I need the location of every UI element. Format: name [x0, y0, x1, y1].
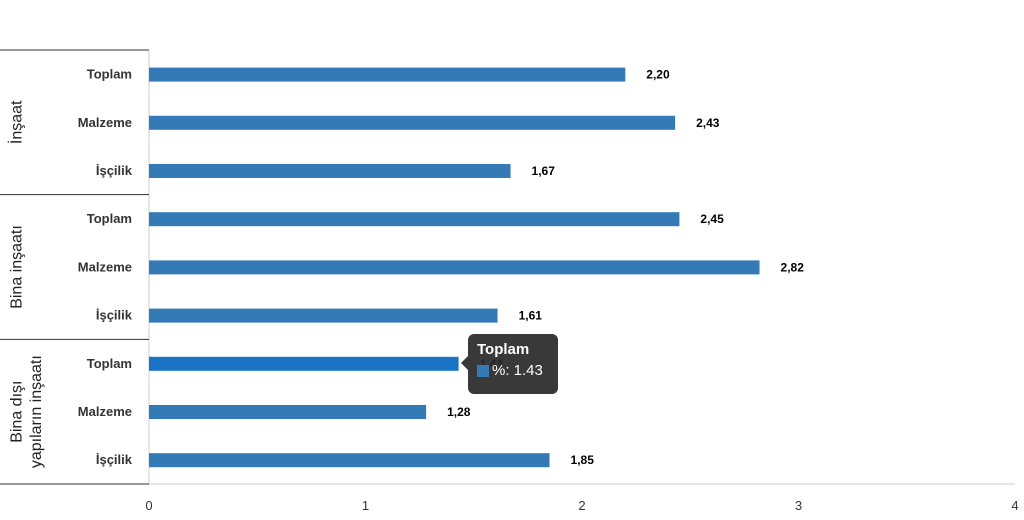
- tooltip-row: %: 1.43: [477, 362, 549, 379]
- bar: [149, 212, 680, 227]
- data-label: 2,43: [696, 116, 720, 130]
- tooltip-value: %: 1.43: [492, 362, 543, 379]
- bar: [149, 308, 498, 323]
- category-label: Toplam: [87, 211, 132, 226]
- category-label: İşçilik: [96, 452, 133, 467]
- chart-tooltip: Toplam %: 1.43: [461, 334, 558, 394]
- category-label: Malzeme: [78, 115, 132, 130]
- category-label: İşçilik: [96, 308, 133, 323]
- data-label: 1,67: [532, 164, 556, 178]
- data-label: 2,82: [781, 260, 805, 274]
- bar: [149, 405, 427, 419]
- group-label: İnşaat: [7, 100, 26, 144]
- bar: [149, 115, 676, 130]
- bar: [149, 260, 760, 275]
- data-label: 1,85: [571, 453, 595, 467]
- group-label: Bina dışı yapıların inşaatı: [9, 355, 45, 468]
- data-label: 2,20: [646, 68, 670, 82]
- group-label: Bina inşaatı: [9, 225, 26, 309]
- category-label: Malzeme: [78, 259, 132, 274]
- bar: [149, 453, 550, 468]
- tooltip-swatch: [477, 364, 489, 377]
- data-label: 1,28: [447, 405, 471, 419]
- x-tick-label: 2: [578, 498, 585, 513]
- category-label: İşçilik: [96, 163, 133, 178]
- data-label: 2,45: [700, 212, 724, 226]
- bar: [149, 356, 459, 371]
- category-label: Malzeme: [78, 404, 132, 419]
- x-tick-label: 0: [145, 498, 152, 513]
- x-tick-label: 3: [795, 498, 802, 513]
- x-tick-label: 4: [1011, 498, 1018, 513]
- category-label: Toplam: [87, 67, 132, 82]
- x-tick-label: 1: [362, 498, 369, 513]
- category-label: Toplam: [87, 356, 132, 371]
- bar: [149, 164, 511, 178]
- tooltip-title: Toplam: [477, 341, 530, 358]
- bar: [149, 67, 626, 82]
- data-label: 1,61: [519, 309, 543, 323]
